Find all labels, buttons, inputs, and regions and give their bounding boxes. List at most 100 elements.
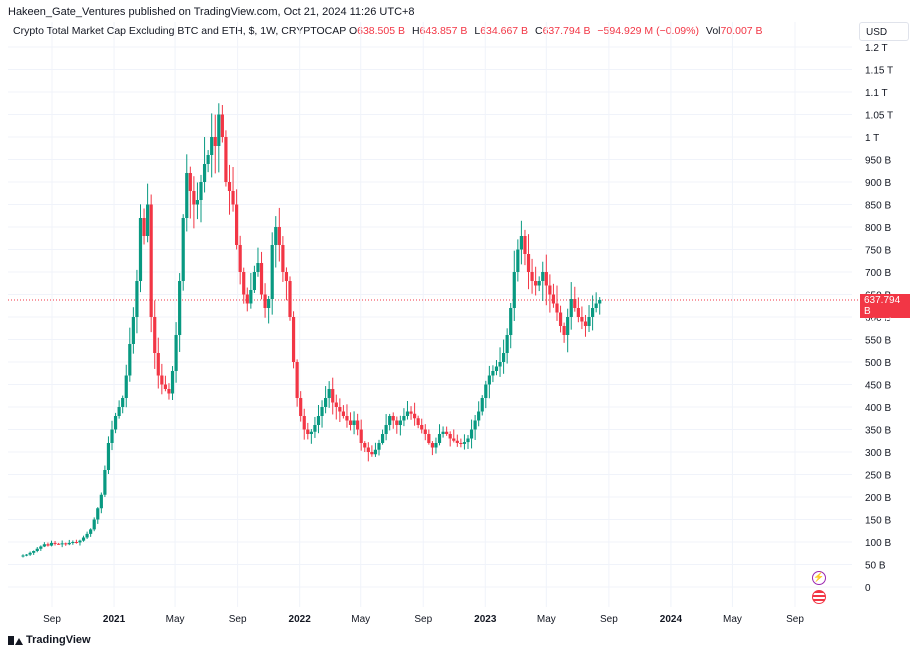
candle[interactable] bbox=[21, 554, 25, 558]
candle[interactable] bbox=[170, 366, 175, 401]
candle[interactable] bbox=[46, 542, 50, 547]
candle[interactable] bbox=[395, 416, 399, 434]
candle[interactable] bbox=[142, 208, 146, 245]
candle[interactable] bbox=[509, 303, 513, 349]
candle[interactable] bbox=[348, 412, 353, 431]
candle[interactable] bbox=[35, 547, 39, 553]
candle[interactable] bbox=[306, 422, 310, 440]
candle[interactable] bbox=[113, 412, 118, 434]
candle[interactable] bbox=[156, 337, 160, 389]
candle[interactable] bbox=[320, 400, 324, 428]
candle[interactable] bbox=[580, 306, 584, 330]
candle[interactable] bbox=[398, 415, 402, 436]
candle[interactable] bbox=[117, 400, 121, 419]
candle[interactable] bbox=[231, 167, 235, 212]
candle[interactable] bbox=[583, 314, 588, 337]
candle[interactable] bbox=[313, 416, 317, 438]
candle[interactable] bbox=[448, 431, 452, 447]
candle[interactable] bbox=[505, 328, 509, 364]
candle[interactable] bbox=[441, 426, 445, 438]
candle[interactable] bbox=[195, 182, 200, 220]
candle[interactable] bbox=[128, 327, 132, 382]
candle[interactable] bbox=[49, 540, 54, 547]
candle[interactable] bbox=[537, 276, 541, 292]
candle[interactable] bbox=[224, 130, 228, 187]
candle[interactable] bbox=[569, 282, 573, 330]
candle[interactable] bbox=[135, 269, 139, 334]
candle[interactable] bbox=[96, 507, 100, 524]
candle[interactable] bbox=[519, 220, 523, 265]
candle[interactable] bbox=[274, 216, 278, 268]
candle[interactable] bbox=[199, 174, 203, 223]
candle[interactable] bbox=[146, 183, 150, 243]
candle[interactable] bbox=[263, 283, 267, 318]
candle[interactable] bbox=[534, 266, 538, 296]
candle[interactable] bbox=[558, 305, 563, 333]
candle[interactable] bbox=[160, 363, 164, 395]
candle[interactable] bbox=[32, 550, 36, 555]
candle[interactable] bbox=[24, 554, 29, 557]
candle[interactable] bbox=[74, 539, 79, 544]
candle[interactable] bbox=[413, 402, 417, 426]
candle[interactable] bbox=[405, 401, 410, 420]
candle[interactable] bbox=[302, 408, 306, 440]
candle[interactable] bbox=[598, 297, 602, 315]
candle[interactable] bbox=[85, 531, 89, 539]
candle[interactable] bbox=[192, 176, 196, 229]
candle[interactable] bbox=[178, 273, 182, 352]
candle[interactable] bbox=[420, 418, 424, 434]
candle[interactable] bbox=[356, 413, 360, 436]
candle[interactable] bbox=[316, 404, 321, 434]
candle[interactable] bbox=[39, 545, 43, 551]
candle[interactable] bbox=[466, 434, 470, 450]
candle[interactable] bbox=[291, 311, 296, 369]
candle[interactable] bbox=[498, 347, 502, 377]
candle[interactable] bbox=[99, 492, 103, 514]
currency-selector[interactable]: USD bbox=[859, 22, 909, 41]
candle[interactable] bbox=[227, 164, 232, 215]
candle[interactable] bbox=[277, 207, 281, 262]
candle[interactable] bbox=[288, 276, 292, 321]
candle[interactable] bbox=[42, 542, 46, 548]
candle[interactable] bbox=[220, 104, 224, 143]
candle[interactable] bbox=[370, 445, 374, 457]
candle[interactable] bbox=[28, 551, 32, 556]
candle[interactable] bbox=[245, 287, 249, 312]
candle[interactable] bbox=[210, 113, 214, 178]
tradingview-footer[interactable]: TradingView bbox=[8, 634, 91, 646]
candle[interactable] bbox=[388, 413, 392, 431]
candle[interactable] bbox=[89, 528, 93, 537]
candle[interactable] bbox=[594, 292, 598, 313]
candle[interactable] bbox=[373, 442, 378, 457]
candle[interactable] bbox=[57, 542, 61, 545]
candle[interactable] bbox=[526, 234, 531, 290]
candle[interactable] bbox=[555, 285, 559, 321]
candle[interactable] bbox=[484, 380, 488, 409]
candle[interactable] bbox=[124, 364, 128, 408]
candle[interactable] bbox=[366, 442, 370, 462]
candle[interactable] bbox=[590, 295, 595, 331]
candle[interactable] bbox=[434, 437, 438, 454]
candle[interactable] bbox=[163, 375, 168, 392]
candle[interactable] bbox=[377, 439, 381, 456]
candle[interactable] bbox=[67, 539, 71, 546]
candle[interactable] bbox=[202, 137, 207, 193]
candle[interactable] bbox=[249, 272, 253, 309]
candle[interactable] bbox=[352, 411, 356, 435]
candle[interactable] bbox=[181, 214, 185, 291]
candle[interactable] bbox=[256, 247, 260, 277]
candle[interactable] bbox=[235, 189, 239, 250]
candle[interactable] bbox=[110, 420, 114, 451]
lightning-icon[interactable]: ⚡ bbox=[812, 571, 826, 585]
candle[interactable] bbox=[206, 150, 210, 173]
candle[interactable] bbox=[281, 236, 285, 282]
candle[interactable] bbox=[188, 166, 192, 219]
candle[interactable] bbox=[455, 434, 459, 447]
candle[interactable] bbox=[423, 424, 427, 441]
candle[interactable] bbox=[78, 539, 82, 546]
candle[interactable] bbox=[92, 517, 96, 532]
candle[interactable] bbox=[217, 103, 221, 173]
candle[interactable] bbox=[469, 419, 474, 449]
candle[interactable] bbox=[551, 283, 556, 308]
